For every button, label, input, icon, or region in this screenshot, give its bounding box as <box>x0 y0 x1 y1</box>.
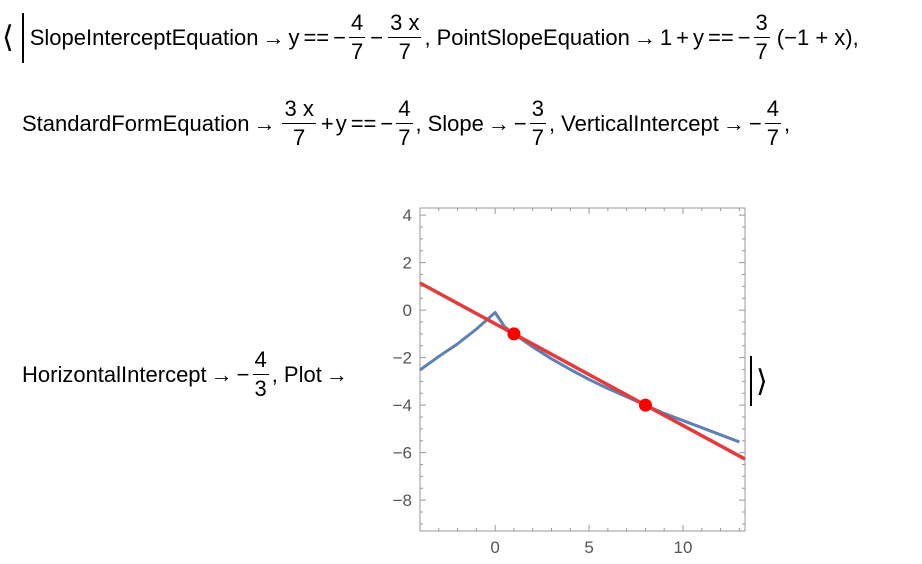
eqeq: == <box>707 24 734 50</box>
minus: − <box>748 110 762 136</box>
data-point <box>638 398 652 412</box>
arrow: → <box>487 110 510 136</box>
secant-line <box>419 281 746 461</box>
arrow: → <box>633 24 656 50</box>
minus: − <box>737 24 751 50</box>
key-point-slope: PointSlopeEquation <box>436 24 630 50</box>
y-tick-label: 4 <box>403 206 412 225</box>
key-slope: Slope <box>427 110 484 136</box>
minus: − <box>333 24 347 50</box>
comma: , <box>549 110 556 136</box>
y-tick-label: −6 <box>393 444 412 463</box>
key-horizontal-intercept: HorizontalIntercept <box>22 361 207 387</box>
minus: − <box>370 24 384 50</box>
expr-close: ⟩ <box>744 356 768 406</box>
minus: − <box>380 110 394 136</box>
arrow: → <box>253 110 276 136</box>
paren-expression: (−1 + x) <box>776 24 853 50</box>
x-tick-label: 10 <box>674 538 693 557</box>
association-open-bar <box>21 12 24 63</box>
minus: − <box>513 110 527 136</box>
function-curve <box>419 311 740 444</box>
data-point <box>507 327 521 341</box>
minus: − <box>236 361 250 387</box>
comma: , <box>271 361 278 387</box>
plus: + <box>320 110 334 136</box>
plot-chart: 0 5 10 4 2 0 −2 −4 −6 −8 <box>393 206 746 557</box>
arrow: → <box>325 361 348 387</box>
var-y: y <box>288 24 300 50</box>
key-vertical-intercept: VerticalIntercept <box>561 110 719 136</box>
comma: , <box>784 110 791 136</box>
association-close-bar <box>750 356 752 406</box>
arrow: → <box>722 110 745 136</box>
key-slope-intercept: SlopeInterceptEquation <box>29 24 259 50</box>
num-one: 1 <box>659 24 673 50</box>
eqeq: == <box>303 24 330 50</box>
x-tick-label: 0 <box>490 538 499 557</box>
arrow: → <box>262 24 285 50</box>
comma: , <box>415 110 422 136</box>
y-tick-label: −2 <box>393 349 412 368</box>
key-standard-form: StandardFormEquation <box>22 110 250 136</box>
plot-area: 0 5 10 4 2 0 −2 −4 −6 −8 <box>393 206 746 557</box>
y-tick-label: −4 <box>393 396 412 415</box>
comma: , <box>852 24 859 50</box>
y-tick-label: −8 <box>393 491 412 510</box>
var-y: y <box>692 24 704 50</box>
y-tick-label: 0 <box>403 301 412 320</box>
key-plot: Plot <box>283 361 322 387</box>
open-angle-bracket: ⟨ <box>2 21 14 54</box>
arrow: → <box>210 361 233 387</box>
y-tick-label: 2 <box>403 254 412 273</box>
plus: + <box>676 24 689 50</box>
close-angle-bracket: ⟩ <box>756 364 768 398</box>
var-y: y <box>335 110 347 136</box>
x-tick-label: 5 <box>584 538 593 557</box>
comma: , <box>424 24 431 50</box>
eqeq: == <box>350 110 377 136</box>
